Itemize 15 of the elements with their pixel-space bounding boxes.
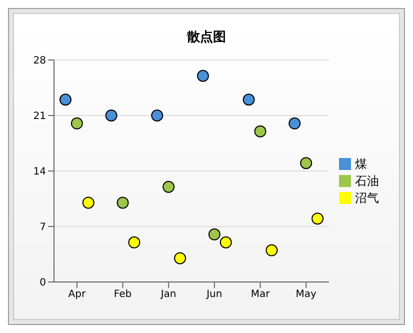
- x-tick-label: Feb: [114, 289, 132, 300]
- legend-label: 煤: [355, 156, 367, 170]
- y-tick-label: 21: [33, 111, 46, 122]
- chart-title: 散点图: [186, 29, 227, 47]
- y-tick-label: 7: [40, 222, 46, 234]
- legend-label: 沼气: [355, 190, 379, 204]
- x-tick-label: Jun: [206, 289, 222, 300]
- x-tick-label: Jan: [160, 289, 176, 300]
- y-tick-label: 14: [33, 166, 46, 178]
- legend-label: 石油: [355, 174, 379, 188]
- y-tick-label: 0: [40, 278, 46, 289]
- x-tick-label: May: [296, 289, 316, 300]
- x-tick-label: Apr: [68, 289, 86, 300]
- y-tick-label: 28: [33, 56, 46, 67]
- x-tick-label: Mar: [250, 289, 271, 300]
